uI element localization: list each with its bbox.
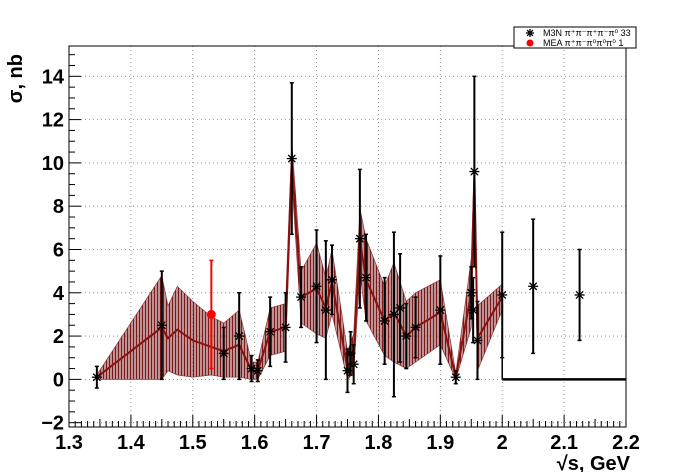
data-point-m3n (252, 365, 263, 376)
star-arm (312, 282, 321, 291)
data-point-m3n (218, 348, 229, 359)
tick-labels: 1.3 1.4 1.5 1.6 1.7 1.8 1.9 2 2.1 2.2 −2 0 2 4 6 8 10 12 1… (41, 66, 640, 454)
x-tick-label: 2.1 (550, 432, 578, 454)
star-arm (470, 167, 479, 176)
star-arm (266, 327, 275, 336)
data-point-m3n (265, 326, 276, 337)
star-arm (281, 323, 290, 332)
star-arm (575, 290, 584, 300)
data-point-m3n (410, 322, 421, 333)
y-tick-label: 12 (42, 110, 64, 132)
data-point-m3n (528, 281, 539, 292)
star-arm (451, 373, 460, 382)
star-arm (287, 154, 296, 163)
x-tick-label: 1.4 (117, 432, 146, 454)
star-arm (396, 303, 405, 312)
data-point-m3n (280, 322, 291, 333)
star-arm (219, 349, 228, 358)
star-arm (253, 366, 262, 375)
data-point-m3n (286, 153, 297, 164)
star-arm (473, 336, 482, 345)
y-tick-label: 4 (53, 283, 65, 305)
y-tick-label: 2 (53, 326, 64, 348)
data-point-m3n (348, 359, 359, 370)
step-line-layer (501, 357, 626, 381)
data-point-m3n (435, 305, 446, 316)
data-point-m3n (234, 331, 245, 342)
x-tick-label: 2.2 (612, 432, 640, 454)
data-point-m3n (497, 289, 508, 300)
data-point-m3n (401, 331, 412, 342)
series-mea (206, 259, 216, 370)
data-point-m3n (395, 302, 406, 313)
data-point-m3n (469, 166, 480, 177)
legend-star (526, 29, 534, 37)
y-tick-label: −2 (41, 413, 64, 435)
star-arm (402, 332, 411, 341)
star-arm (498, 290, 507, 300)
data-point-m3n (320, 305, 331, 316)
legend-marker-mea (526, 39, 534, 47)
x-tick-label: 1.8 (365, 432, 393, 454)
star-arm (526, 29, 534, 37)
data-point-m3n (379, 315, 390, 326)
star-arm (321, 306, 330, 315)
axis-ticks (68, 54, 627, 427)
star-arm (355, 234, 364, 243)
y-tick-label: 8 (53, 196, 64, 218)
data-point-m3n (327, 274, 338, 285)
series-m3n (91, 75, 585, 398)
star-arm (349, 360, 358, 369)
star-arm (436, 306, 445, 315)
data-point-m3n (361, 272, 372, 283)
star-arm (235, 332, 244, 341)
data-point-m3n (450, 372, 461, 383)
data-point-m3n (466, 287, 477, 298)
legend-label-mea: MEA π⁺π⁻π⁰π⁰π⁰ 1 (543, 38, 623, 48)
data-point-m3n (468, 305, 479, 316)
data-point-m3n (472, 335, 483, 346)
star-arm (529, 282, 538, 291)
data-point-mea (206, 309, 216, 319)
star-arm (389, 310, 398, 319)
star-arm (362, 273, 371, 282)
x-tick-label: 1.5 (179, 432, 207, 454)
star-arm (469, 306, 478, 315)
star-arm (92, 373, 101, 382)
y-tick-label: 0 (53, 369, 64, 391)
star-arm (327, 275, 337, 284)
star-arm (380, 316, 389, 325)
x-tick-label: 1.3 (55, 432, 83, 454)
data-point-m3n (574, 289, 585, 300)
y-tick-label: 6 (53, 239, 64, 261)
legend: M3N π⁺π⁻π⁺π⁻π⁰ 33 MEA π⁺π⁻π⁰π⁰π⁰ 1 (513, 26, 637, 49)
star-arm (411, 323, 420, 332)
x-tick-label: 1.9 (426, 432, 454, 454)
y-tick-label: 14 (42, 66, 65, 88)
legend-box (513, 26, 637, 49)
x-tick-label: 1.6 (241, 432, 269, 454)
data-points (91, 75, 585, 398)
data-point-m3n (311, 281, 322, 292)
y-tick-label: 10 (42, 153, 64, 175)
legend-marker-m3n (526, 29, 534, 37)
data-point-m3n (354, 233, 365, 244)
star-arm (247, 364, 256, 373)
x-axis-title: √s, GeV (557, 453, 631, 472)
legend-label-m3n: M3N π⁺π⁻π⁺π⁻π⁰ 33 (543, 28, 631, 38)
data-point-m3n (388, 309, 399, 320)
data-point-m3n (296, 292, 307, 303)
data-point-m3n (156, 320, 167, 331)
y-axis-title: σ, nb (5, 54, 27, 103)
x-tick-label: 1.7 (303, 432, 331, 454)
star-arm (157, 321, 166, 330)
star-arm (297, 293, 306, 302)
data-point-m3n (91, 372, 102, 383)
x-tick-label: 2 (497, 432, 508, 454)
